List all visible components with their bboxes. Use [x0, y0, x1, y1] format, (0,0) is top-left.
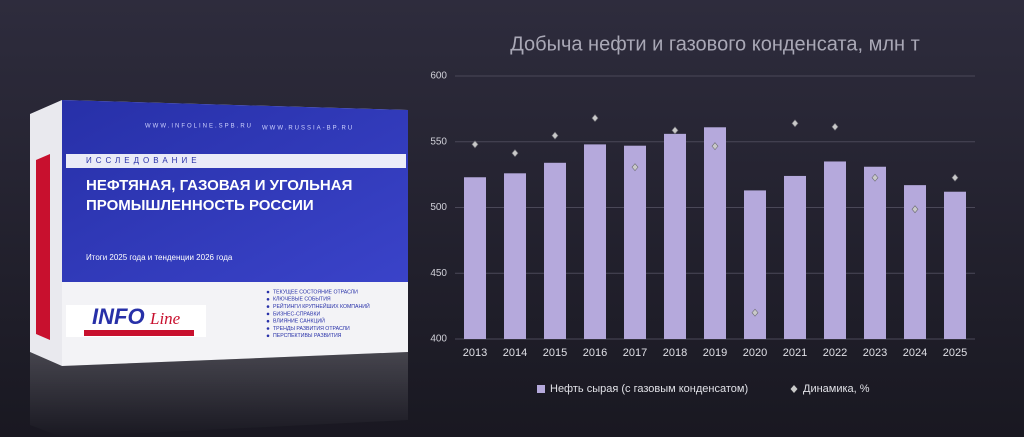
legend-label: Динамика, %	[803, 383, 870, 395]
bar	[584, 144, 606, 339]
x-tick-label: 2025	[943, 347, 967, 359]
x-tick-label: 2021	[783, 347, 807, 359]
feature-item: ТЕКУЩЕЕ СОСТОЯНИЕ ОТРАСЛИ	[273, 289, 358, 295]
logo-main: INFO	[92, 304, 145, 329]
x-tick-label: 2017	[623, 347, 647, 359]
bar	[664, 133, 686, 339]
x-tick-label: 2018	[663, 347, 687, 359]
bar	[944, 191, 966, 339]
legend-swatch	[537, 385, 545, 393]
marker	[671, 126, 679, 135]
box-url: WWW.RUSSIA-BP.RU	[262, 126, 354, 132]
x-tick-label: 2024	[903, 347, 927, 359]
box-side-stripe	[36, 154, 50, 340]
marker	[911, 205, 919, 214]
bar	[464, 177, 486, 339]
feature-bullet	[266, 290, 270, 294]
bar	[904, 185, 926, 339]
legend-swatch	[790, 385, 798, 393]
marker	[511, 149, 519, 158]
bar	[704, 127, 726, 339]
feature-item: ПЕРСПЕКТИВЫ РАЗВИТИЯ	[273, 333, 342, 339]
x-tick-label: 2013	[463, 347, 487, 359]
feature-bullet	[266, 327, 270, 330]
bar	[864, 166, 886, 339]
y-tick-label: 600	[430, 71, 447, 82]
x-tick-label: 2022	[823, 347, 847, 359]
feature-bullet	[266, 319, 270, 323]
bar	[624, 145, 646, 339]
marker	[591, 114, 599, 123]
box-title: ПРОМЫШЛЕННОСТЬ РОССИИ	[86, 197, 314, 214]
bar	[504, 173, 526, 339]
marker	[831, 122, 839, 131]
feature-bullet	[266, 312, 270, 316]
box-url: WWW.INFOLINE.SPB.RU	[145, 124, 253, 130]
feature-item: РЕЙТИНГИ КРУПНЕЙШИХ КОМПАНИЙ	[273, 302, 370, 310]
bar	[824, 161, 846, 339]
bar	[784, 175, 806, 339]
feature-item: БИЗНЕС-СПРАВКИ	[273, 311, 320, 317]
y-tick-label: 500	[430, 202, 447, 213]
x-tick-label: 2016	[583, 347, 607, 359]
x-tick-label: 2019	[703, 347, 727, 359]
x-tick-label: 2023	[863, 347, 887, 359]
marker	[471, 140, 479, 149]
bar	[744, 190, 766, 339]
marker	[551, 131, 559, 140]
marker	[871, 173, 879, 182]
marker	[751, 308, 759, 317]
y-tick-label: 550	[430, 136, 447, 147]
box-reflection	[30, 352, 408, 437]
box-front-blue	[62, 100, 408, 282]
feature-bullet	[266, 298, 270, 301]
product-box: WWW.INFOLINE.SPB.RU WWW.RUSSIA-BP.RU ИССЛЕ…	[30, 100, 408, 437]
marker	[711, 142, 719, 151]
marker	[951, 173, 959, 182]
y-tick-label: 400	[430, 334, 447, 345]
bar	[544, 162, 566, 339]
marker	[791, 119, 799, 128]
legend-label: Нефть сырая (с газовым конденсатом)	[550, 383, 748, 395]
x-tick-label: 2014	[503, 347, 527, 359]
logo-script: Line	[149, 309, 181, 328]
box-title: НЕФТЯНАЯ, ГАЗОВАЯ И УГОЛЬНАЯ	[86, 177, 352, 194]
box-label: ИССЛЕДОВАНИЕ	[86, 156, 201, 165]
label-band	[66, 154, 406, 168]
plot-area: Добыча нефти и газового конденсата, млн …	[430, 33, 975, 395]
feature-item: КЛЮЧЕВЫЕ СОБЫТИЯ	[273, 297, 331, 303]
feature-item: ВЛИЯНИЕ САНКЦИЙ	[273, 317, 325, 325]
x-tick-label: 2020	[743, 347, 767, 359]
feature-bullet	[266, 305, 270, 308]
logo-bar	[84, 330, 194, 336]
feature-item: ТРЕНДЫ РАЗВИТИЯ ОТРАСЛИ	[273, 326, 350, 332]
y-tick-label: 450	[430, 268, 447, 279]
feature-bullet	[266, 334, 270, 338]
x-tick-label: 2015	[543, 347, 567, 359]
chart-title: Добыча нефти и газового конденсата, млн …	[510, 33, 920, 55]
box-subtitle: Итоги 2025 года и тенденции 2026 года	[86, 253, 233, 262]
marker	[631, 163, 639, 172]
